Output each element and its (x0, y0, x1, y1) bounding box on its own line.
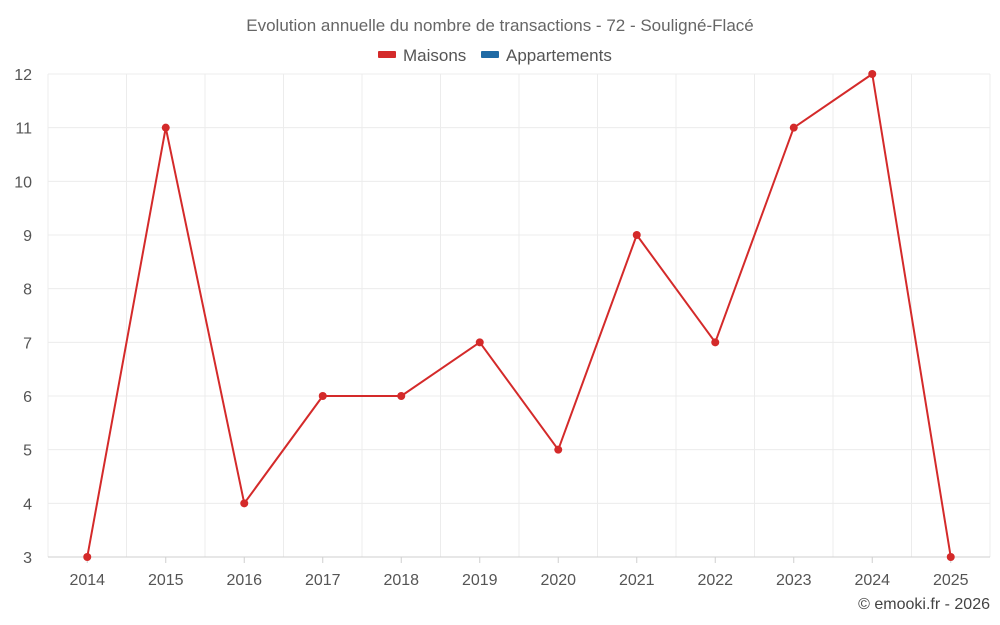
series-line-maisons (86, 73, 952, 558)
data-point-maisons-2018[interactable] (397, 392, 406, 400)
x-tick-label-2020: 2020 (540, 572, 576, 589)
legend-label-appartements[interactable]: Appartements (506, 46, 612, 65)
y-tick-label-11: 11 (15, 121, 32, 138)
data-point-maisons-2022[interactable] (711, 338, 720, 347)
data-point-maisons-2014[interactable] (83, 553, 92, 561)
data-point-maisons-2024[interactable] (868, 70, 877, 78)
data-point-maisons-2023[interactable] (789, 123, 798, 132)
x-tick-label-2025: 2025 (933, 572, 969, 589)
legend-swatch-maisons[interactable] (378, 51, 396, 58)
legend: Maisons Appartements (378, 46, 612, 65)
y-tick-label-7: 7 (23, 335, 32, 352)
data-point-maisons-2021[interactable] (632, 231, 641, 239)
x-tick-label-2017: 2017 (305, 572, 341, 589)
x-tick-label-2021: 2021 (619, 572, 655, 589)
x-tick-label-2024: 2024 (854, 572, 890, 589)
series-maisons (83, 70, 955, 561)
data-point-maisons-2017[interactable] (318, 392, 327, 400)
y-tick-label-10: 10 (14, 174, 32, 191)
grid (47, 73, 991, 558)
x-tick-label-2022: 2022 (697, 572, 733, 589)
credit-label: © emooki.fr - 2026 (858, 596, 990, 613)
y-tick-label-3: 3 (23, 550, 32, 567)
axes: 3 4 5 6 7 8 9 10 11 12 2014 2015 2016 2017 2018 2019 202… (14, 67, 990, 589)
data-point-maisons-2020[interactable] (554, 445, 563, 454)
x-tick-label-2014: 2014 (69, 572, 105, 589)
x-tick-label-2018: 2018 (383, 572, 419, 589)
x-tick-label-2019: 2019 (462, 572, 498, 589)
chart-title: Evolution annuelle du nombre de transact… (246, 16, 753, 35)
legend-swatch-appartements[interactable] (481, 51, 499, 58)
y-tick-label-6: 6 (23, 389, 32, 406)
data-point-maisons-2019[interactable] (475, 338, 484, 347)
x-tick-label-2015: 2015 (148, 572, 184, 589)
y-tick-label-12: 12 (14, 67, 32, 84)
data-point-maisons-2016[interactable] (240, 499, 249, 508)
y-tick-label-8: 8 (23, 282, 32, 299)
x-tick-label-2023: 2023 (776, 572, 812, 589)
data-point-maisons-2025[interactable] (946, 553, 955, 561)
y-tick-label-9: 9 (23, 228, 32, 245)
data-point-maisons-2015[interactable] (161, 123, 170, 132)
x-tick-label-2016: 2016 (226, 572, 262, 589)
y-tick-label-4: 4 (23, 496, 32, 513)
legend-label-maisons[interactable]: Maisons (403, 46, 466, 65)
y-tick-label-5: 5 (23, 443, 32, 460)
